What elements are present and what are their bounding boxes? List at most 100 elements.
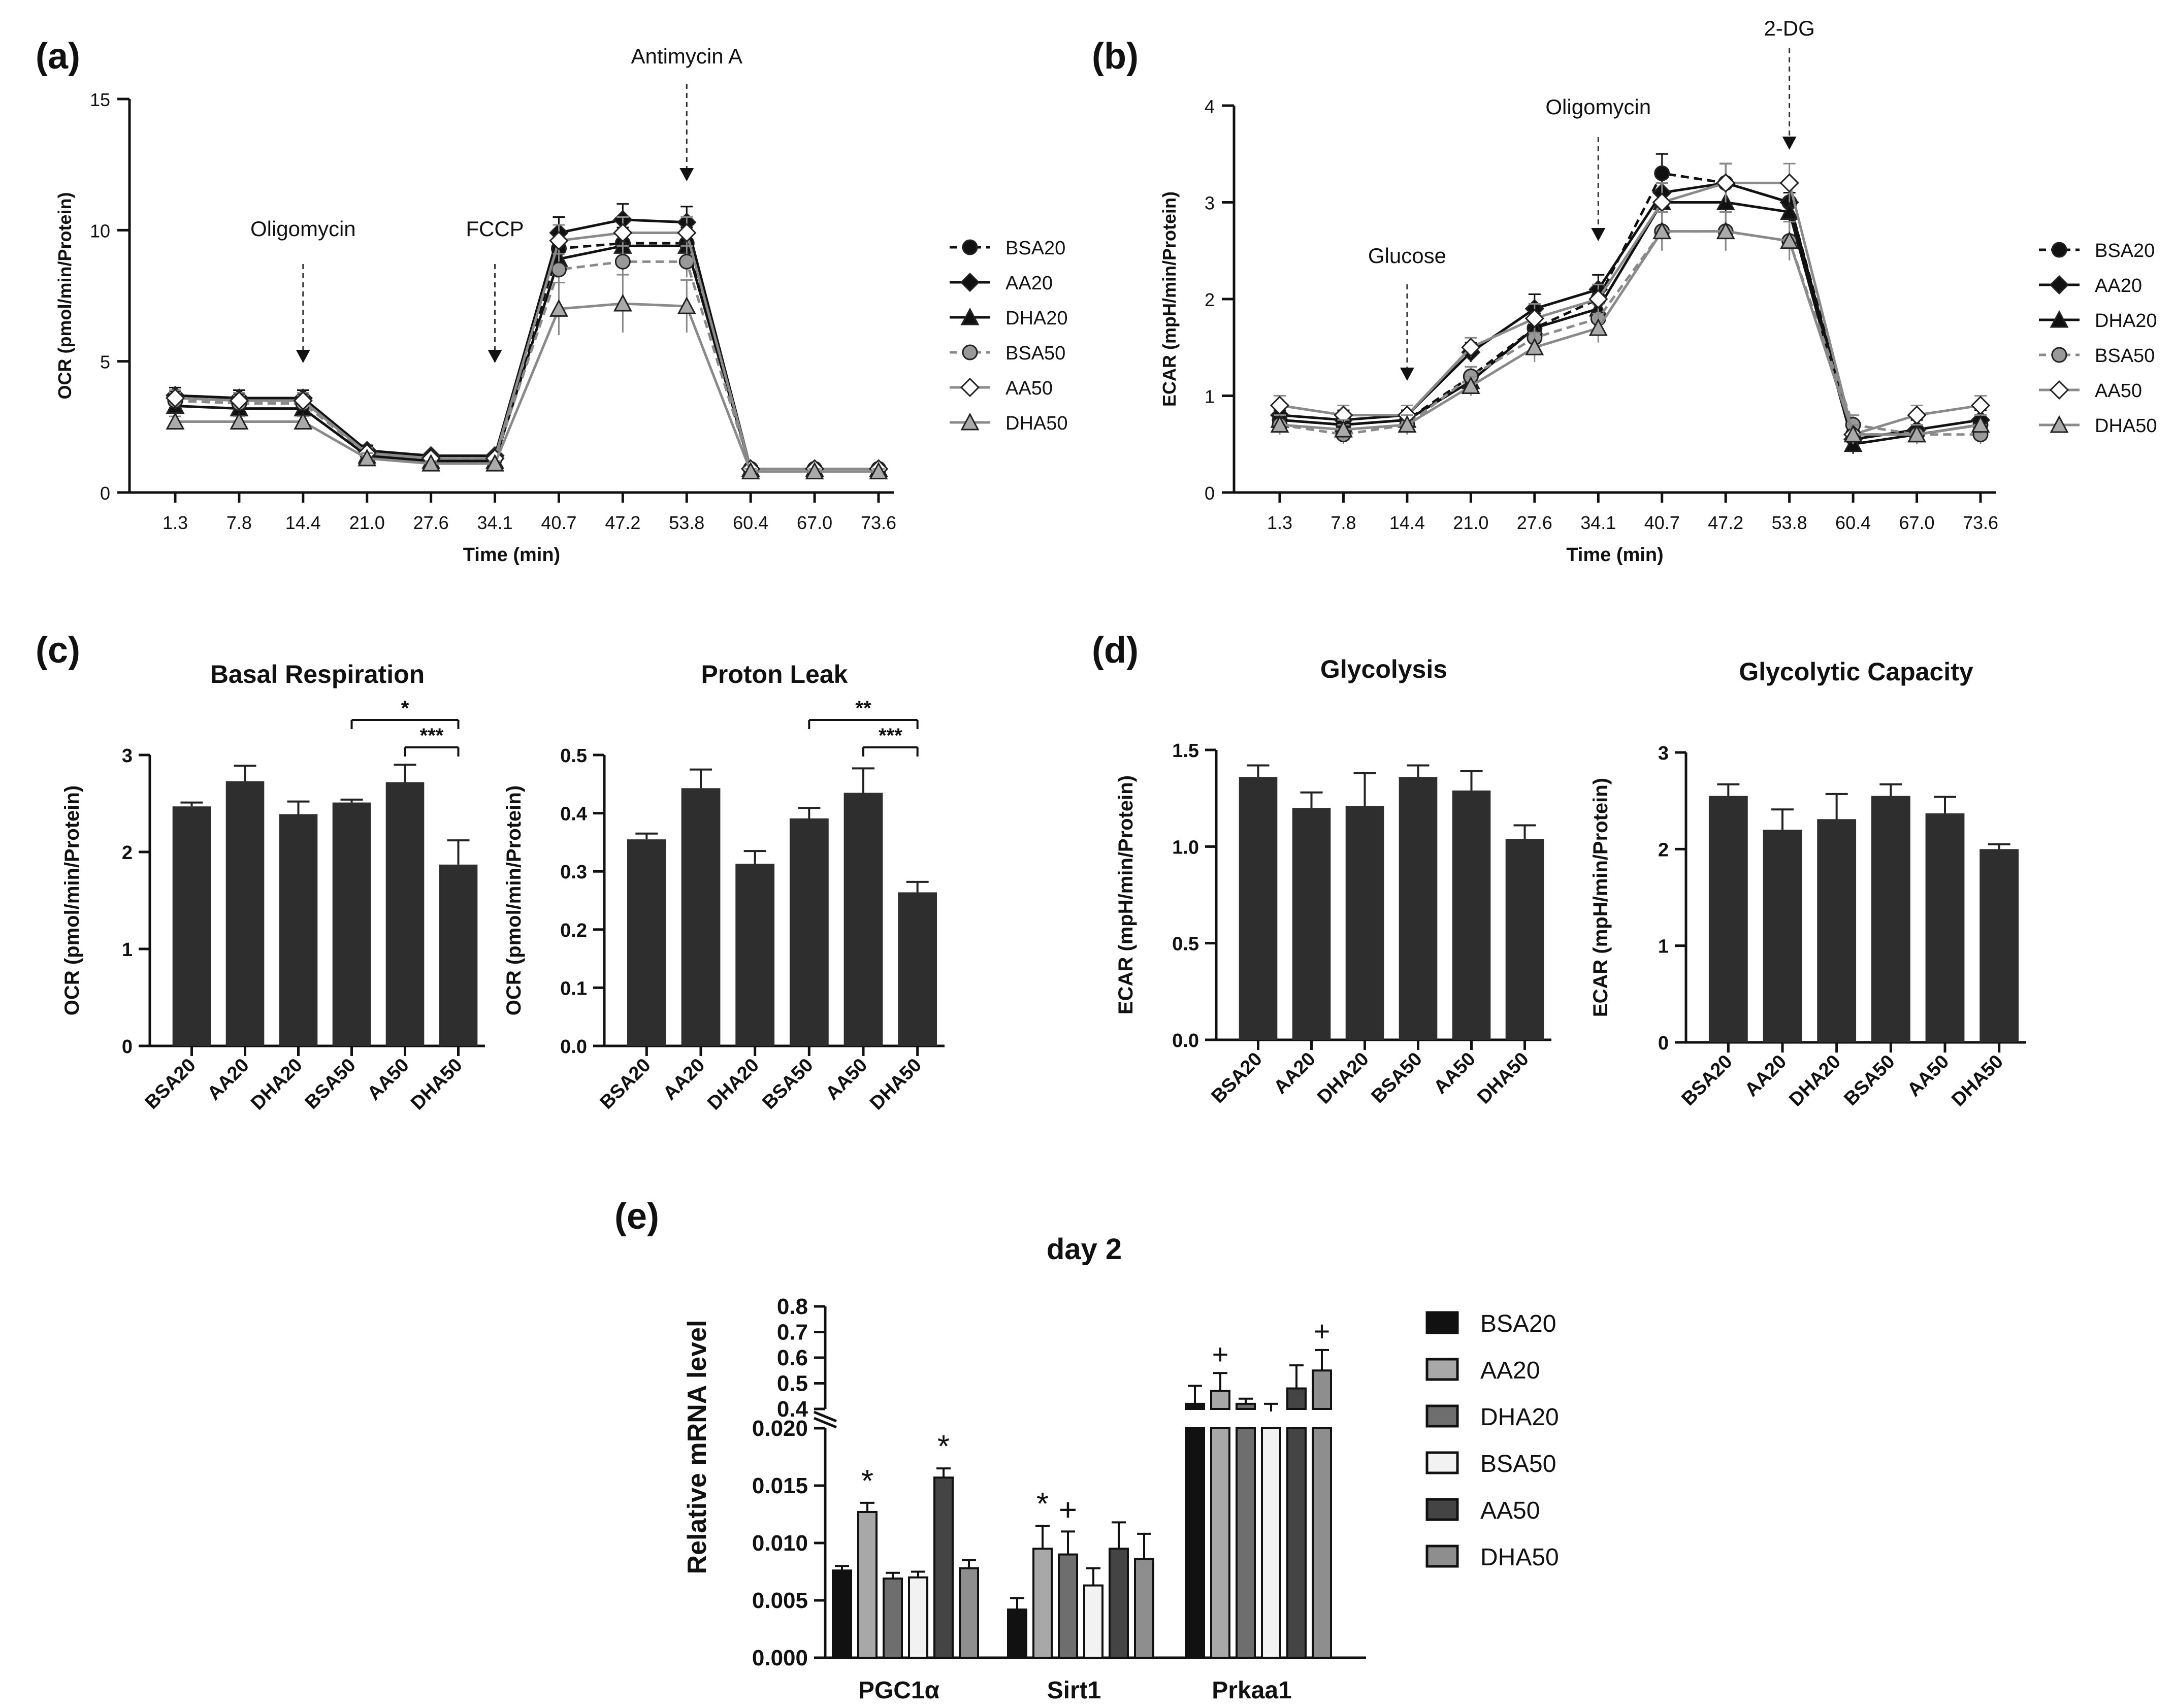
y-tick-label: 0.3 <box>560 862 587 883</box>
bar-AA20 <box>1763 830 1802 1042</box>
legend-marker <box>2050 310 2069 328</box>
data-point-AA50 <box>1588 289 1608 309</box>
x-tick-label: AA20 <box>1270 1048 1319 1098</box>
x-tick-label: 47.2 <box>1708 512 1743 533</box>
x-tick-label: BSA20 <box>141 1055 200 1113</box>
bar-BSA20-Prkaa1 <box>1185 1427 1205 1659</box>
x-tick-label: DHA50 <box>866 1055 926 1114</box>
y-tick-label: 4 <box>1205 96 1215 117</box>
bar-chart-Glycolysis: Glycolysis 0.0 0.5 1.0 1.5 ECAR (mpH/min/Prot… <box>1115 655 1551 1108</box>
data-point-DHA50 <box>485 453 505 472</box>
legend-swatch-AA20 <box>1425 1358 1459 1381</box>
x-tick-label: DHA20 <box>703 1055 763 1114</box>
x-tick-label: DHA50 <box>1473 1048 1533 1108</box>
bar-BSA20 <box>1708 796 1748 1042</box>
annotation-arrow-head <box>1400 368 1414 381</box>
bar-BSA50 <box>789 818 829 1046</box>
significance-label: *** <box>420 725 444 747</box>
data-point-DHA50 <box>1270 415 1289 433</box>
x-tick-label: BSA50 <box>1840 1051 1899 1110</box>
y-tick-label: 0.8 <box>777 1294 808 1319</box>
x-tick-label: 73.6 <box>1963 512 1998 533</box>
data-point-AA50 <box>1652 192 1672 212</box>
y-tick-label: 0 <box>1658 1033 1669 1054</box>
chart-title: Basal Respiration <box>210 660 425 688</box>
y-tick-label: 10 <box>90 220 110 241</box>
y-tick-label: 0.0 <box>560 1036 587 1058</box>
x-tick-label: BSA50 <box>1368 1048 1426 1107</box>
x-axis-label: Time (min) <box>463 544 560 566</box>
series-line-AA50 <box>175 232 879 470</box>
y-tick-label: 5 <box>100 352 110 373</box>
bar-DHA50-Prkaa1-upper <box>1312 1369 1332 1410</box>
legend-swatch-BSA50 <box>1425 1451 1459 1474</box>
x-tick-label: 7.8 <box>226 512 252 533</box>
series-line-BSA20 <box>1279 172 1981 436</box>
y-tick-label: 2 <box>1205 289 1215 310</box>
bar-BSA50 <box>1871 796 1910 1042</box>
panel-label: (a) <box>36 36 80 77</box>
data-point-AA50 <box>1779 173 1799 193</box>
data-point-DHA50 <box>1652 221 1672 240</box>
data-point-DHA50 <box>1780 231 1799 249</box>
y-tick-label: 15 <box>90 89 110 110</box>
significance-mark: + <box>1212 1338 1229 1370</box>
bar-AA50 <box>1452 790 1491 1040</box>
legend-label-BSA20: BSA20 <box>2095 240 2155 261</box>
x-tick-label: 53.8 <box>669 512 704 533</box>
x-tick-label: AA50 <box>1903 1051 1953 1101</box>
series-line-DHA50 <box>175 302 879 473</box>
x-tick-label: 67.0 <box>1899 512 1935 533</box>
bar-AA20-PGC1α <box>857 1510 878 1659</box>
y-tick-label: 0.7 <box>777 1320 808 1345</box>
x-tick-label: DHA50 <box>1948 1051 2007 1111</box>
data-point-DHA50 <box>677 296 696 314</box>
x-tick-label: AA20 <box>1741 1051 1791 1101</box>
data-point-AA50 <box>229 391 249 411</box>
legend-marker <box>960 412 980 431</box>
line-chart-(a): 0 5 10 15 1.3 7.8 14.4 21.0 27.6 34.1 40.7 47.2 53.8… <box>54 44 1068 566</box>
bar-AA50 <box>843 793 883 1046</box>
data-point-AA50 <box>613 223 633 243</box>
bar-DHA20-Prkaa1 <box>1236 1427 1256 1659</box>
x-tick-label: 60.4 <box>733 512 768 533</box>
annotation-arrow-head <box>296 350 310 363</box>
legend-swatch-AA50 <box>1425 1498 1459 1521</box>
data-point-DHA50 <box>230 412 249 430</box>
legend-label-DHA20: DHA20 <box>1005 308 1068 329</box>
y-tick-label: 0 <box>122 1036 133 1058</box>
x-tick-label: PGC1α <box>858 1677 940 1704</box>
bar-AA50-Sirt1 <box>1109 1548 1129 1659</box>
data-point-DHA50 <box>741 462 760 480</box>
data-point-DHA50 <box>1525 338 1544 355</box>
y-tick-label: 0.5 <box>1172 934 1199 955</box>
bar-DHA20-PGC1α <box>883 1578 903 1659</box>
bar-AA20-Prkaa1-upper <box>1210 1390 1230 1410</box>
y-axis-label: Relative mRNA level <box>683 1320 712 1574</box>
y-tick-label: 1 <box>1205 386 1215 407</box>
bar-BSA20-PGC1α <box>832 1569 852 1659</box>
bar-DHA20 <box>735 864 775 1046</box>
bar-BSA50-PGC1α <box>908 1576 928 1659</box>
data-point-DHA50 <box>805 462 824 480</box>
y-tick-label: 1 <box>122 939 133 961</box>
legend-label-AA20: AA20 <box>1480 1357 1540 1384</box>
legend-label-BSA20: BSA20 <box>1005 238 1065 259</box>
legend-label-BSA50: BSA50 <box>1005 343 1065 364</box>
data-point-DHA50 <box>1716 221 1735 240</box>
bar-BSA20 <box>172 806 211 1046</box>
chart-title: Proton Leak <box>701 660 848 688</box>
data-point-DHA50 <box>1334 419 1353 438</box>
x-tick-label: AA50 <box>822 1055 871 1104</box>
x-tick-label: Sirt1 <box>1047 1677 1101 1704</box>
significance-label: * <box>401 697 409 719</box>
y-axis-label: OCR (pmol/min/Protein) <box>61 785 83 1015</box>
legend-marker <box>2049 275 2069 295</box>
bar-AA50-Prkaa1 <box>1286 1427 1307 1659</box>
bar-DHA20-Prkaa1-upper <box>1236 1402 1256 1410</box>
data-point-BSA50 <box>678 253 695 270</box>
significance-mark: + <box>1059 1492 1077 1527</box>
legend-label-BSA50: BSA50 <box>1480 1451 1556 1477</box>
bar-DHA50 <box>1980 849 2019 1042</box>
y-tick-label: 0.005 <box>752 1588 808 1613</box>
